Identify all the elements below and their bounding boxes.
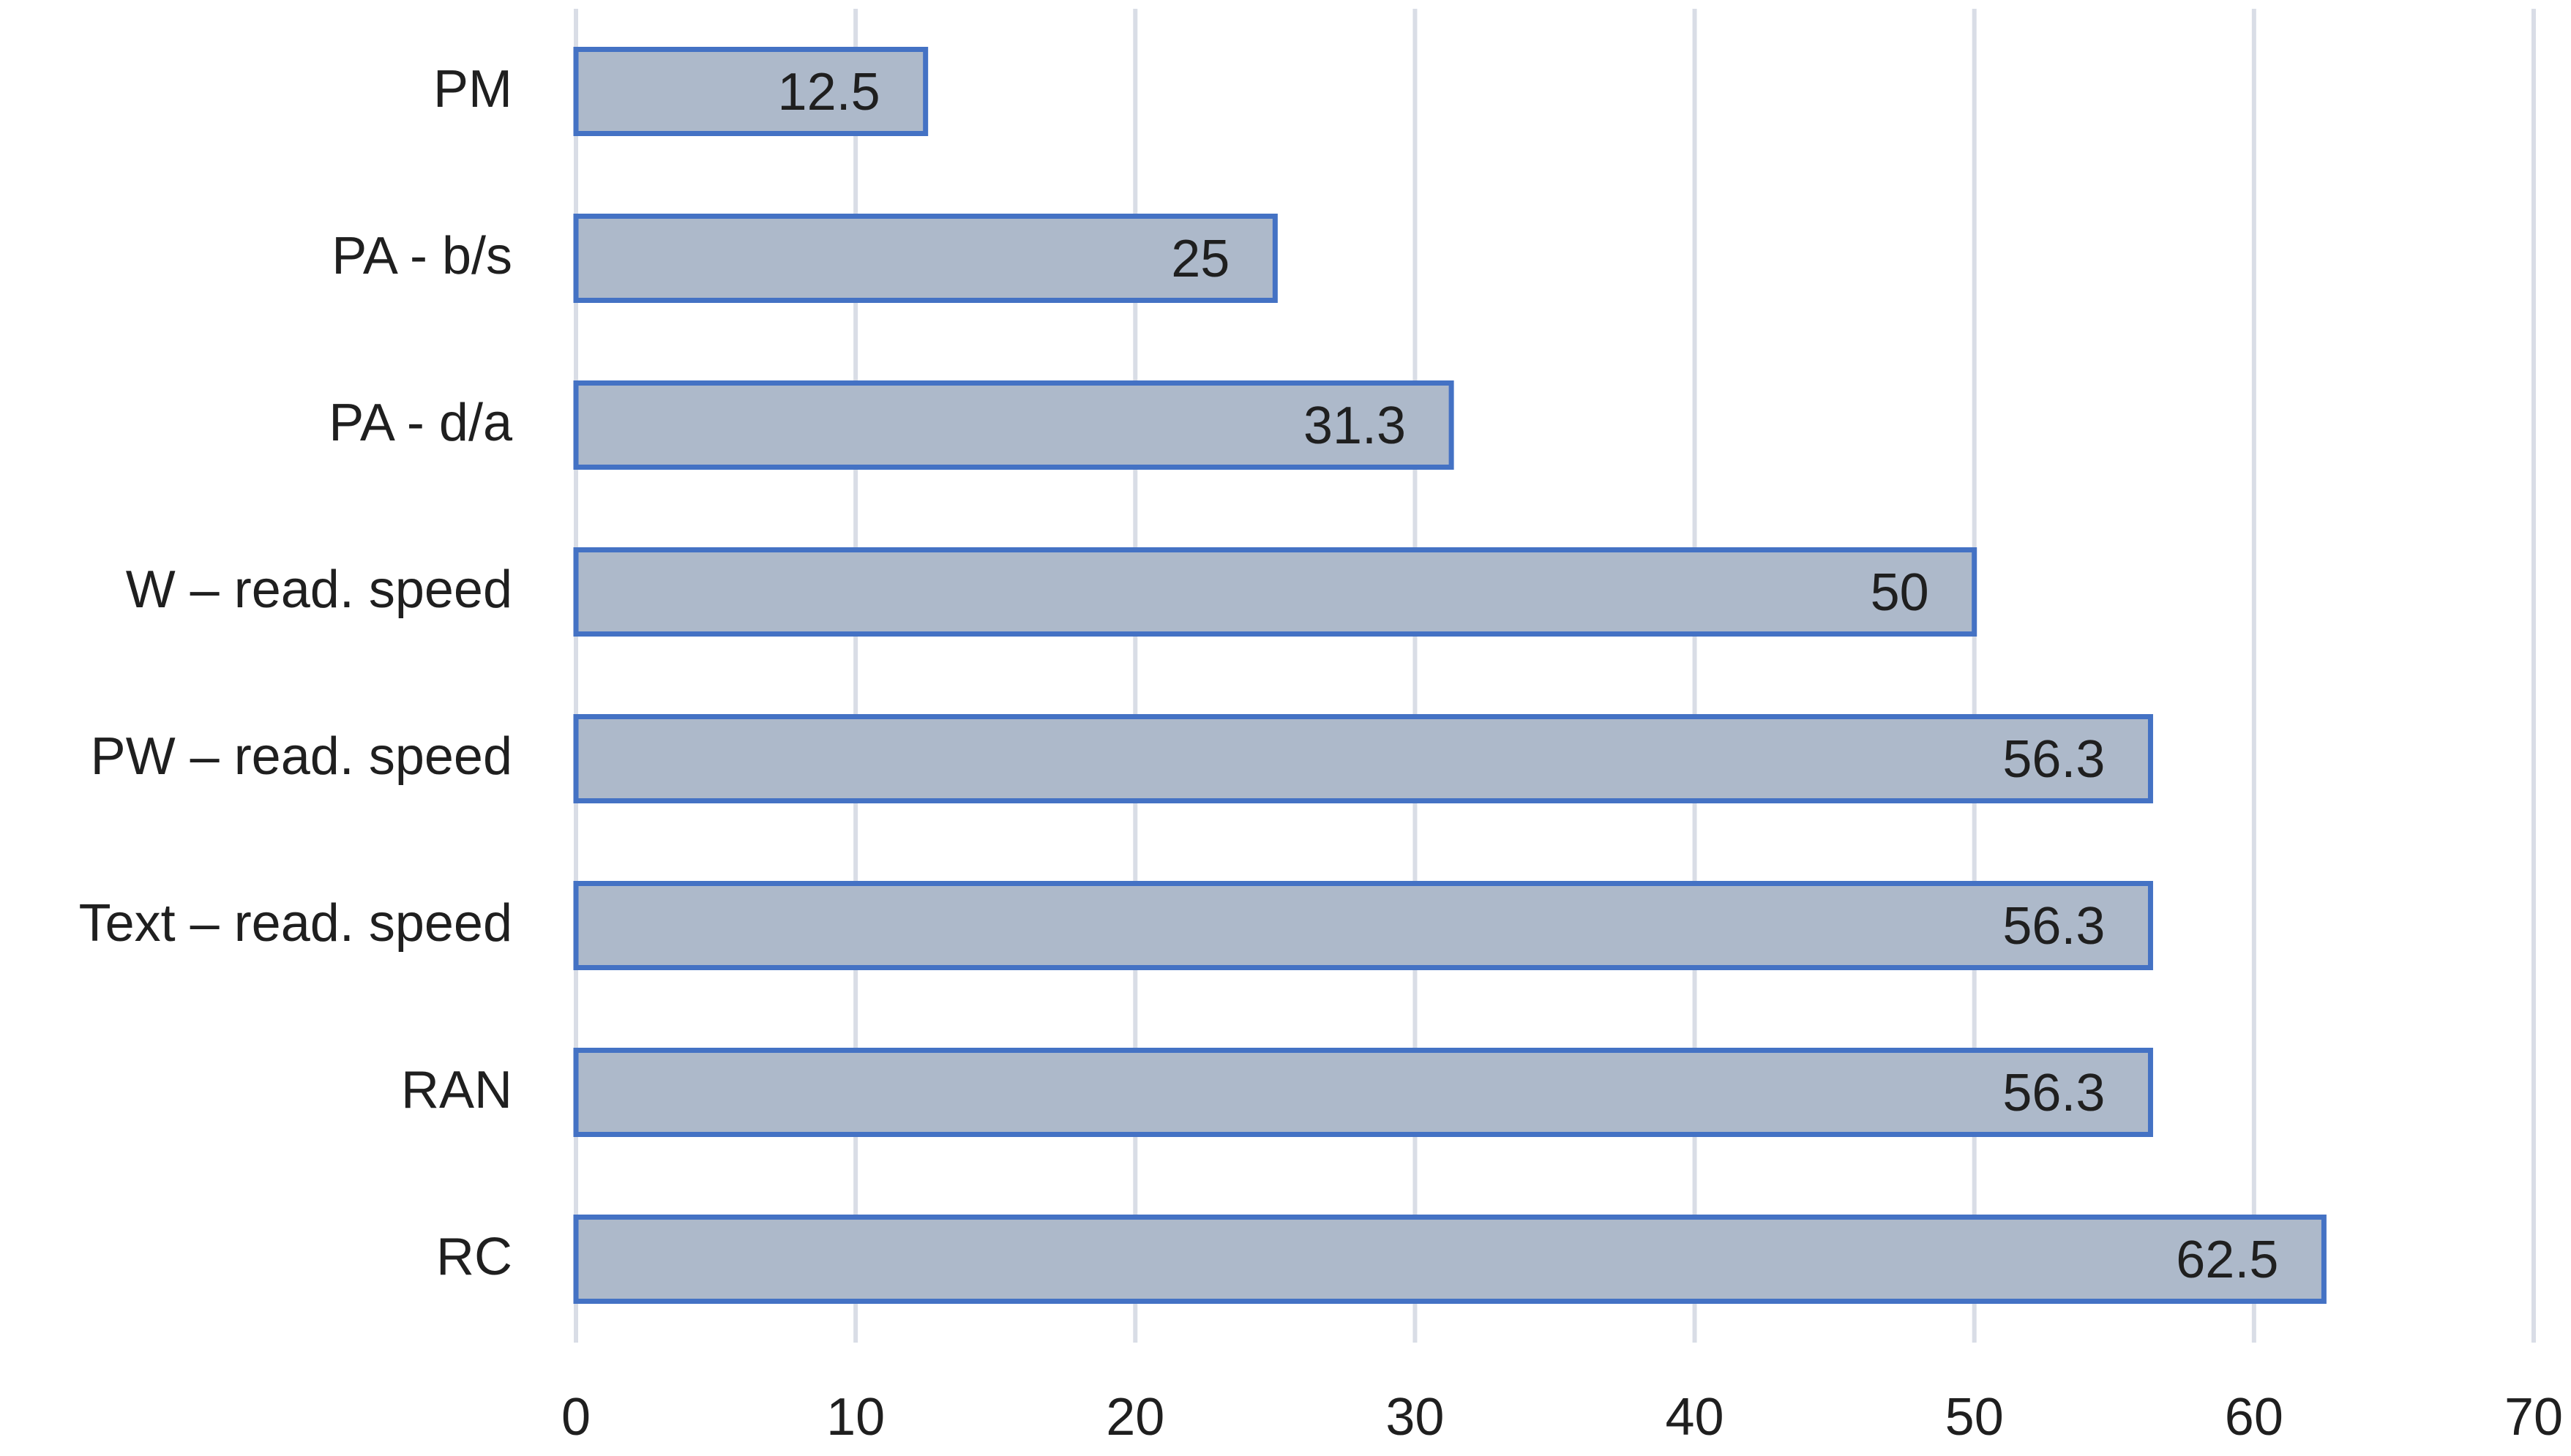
x-axis-tick-labels: 0 10 20 30 40 50 60 70 bbox=[561, 1388, 2563, 1446]
bar-4 bbox=[573, 547, 1977, 637]
category-label-4: W – read. speed bbox=[126, 560, 512, 619]
x-tick-label-20: 20 bbox=[1106, 1388, 1164, 1446]
data-label-7: 56.3 bbox=[2002, 1064, 2105, 1122]
category-label-8: RC bbox=[436, 1228, 512, 1286]
category-label-7: RAN bbox=[401, 1061, 512, 1119]
x-tick-label-60: 60 bbox=[2225, 1388, 2283, 1446]
bars bbox=[573, 47, 2327, 1304]
x-tick-label-0: 0 bbox=[561, 1388, 591, 1446]
data-label-6: 56.3 bbox=[2002, 897, 2105, 956]
data-label-5: 56.3 bbox=[2002, 730, 2105, 789]
category-labels: PM PA - b/s PA - d/a W – read. speed PW – re… bbox=[79, 60, 513, 1286]
bar-1 bbox=[573, 47, 929, 136]
bar-5 bbox=[573, 714, 2153, 803]
data-label-2: 25 bbox=[1171, 230, 1230, 288]
bar-6 bbox=[573, 881, 2153, 970]
x-tick-label-70: 70 bbox=[2504, 1388, 2563, 1446]
bar-3 bbox=[573, 380, 1454, 470]
gridlines bbox=[574, 9, 2536, 1343]
x-tick-label-30: 30 bbox=[1385, 1388, 1444, 1446]
category-label-2: PA - b/s bbox=[332, 227, 512, 285]
data-label-4: 50 bbox=[1871, 563, 1929, 622]
bar-7 bbox=[573, 1048, 2153, 1137]
x-tick-label-40: 40 bbox=[1666, 1388, 1724, 1446]
data-labels: 12.5 25 31.3 50 56.3 56.3 56.3 62.5 bbox=[778, 63, 2279, 1289]
x-tick-label-50: 50 bbox=[1945, 1388, 2004, 1446]
x-tick-label-10: 10 bbox=[826, 1388, 885, 1446]
category-label-5: PW – read. speed bbox=[91, 727, 512, 786]
data-label-1: 12.5 bbox=[778, 63, 880, 121]
category-label-1: PM bbox=[433, 60, 512, 119]
data-label-8: 62.5 bbox=[2176, 1231, 2278, 1289]
data-label-3: 31.3 bbox=[1303, 397, 1406, 455]
bar-8 bbox=[573, 1215, 2327, 1304]
category-label-6: Text – read. speed bbox=[79, 894, 512, 953]
bar-2 bbox=[573, 214, 1278, 303]
category-label-3: PA - d/a bbox=[329, 394, 513, 452]
